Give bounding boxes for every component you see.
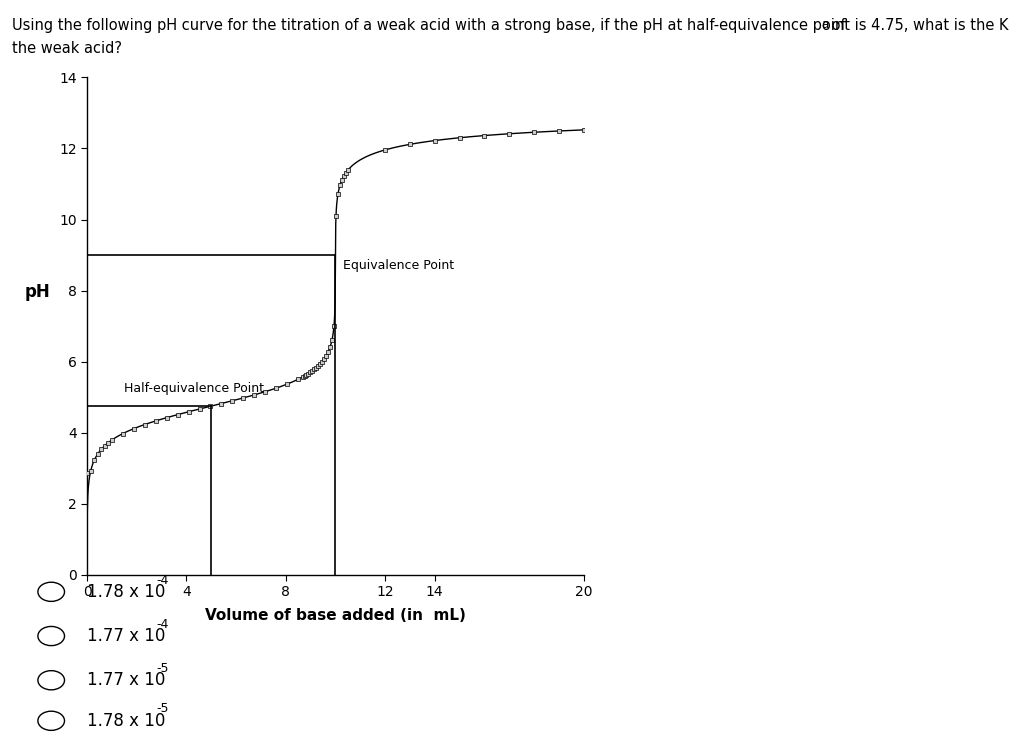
Text: 1.77 x 10: 1.77 x 10 [87, 671, 166, 689]
Text: the weak acid?: the weak acid? [12, 41, 122, 55]
Text: -4: -4 [157, 618, 169, 631]
Y-axis label: pH: pH [25, 283, 50, 301]
Text: -4: -4 [157, 573, 169, 587]
Text: Equivalence Point: Equivalence Point [343, 259, 454, 272]
Text: 1.78 x 10: 1.78 x 10 [87, 583, 166, 601]
Text: -5: -5 [157, 702, 169, 716]
Text: 1.78 x 10: 1.78 x 10 [87, 712, 166, 730]
Text: Using the following pH curve for the titration of a weak acid with a strong base: Using the following pH curve for the tit… [12, 18, 1009, 33]
Text: a: a [821, 18, 828, 32]
X-axis label: Volume of base added (in  mL): Volume of base added (in mL) [205, 607, 466, 623]
Text: 1.77 x 10: 1.77 x 10 [87, 627, 166, 645]
Text: Half-equivalence Point: Half-equivalence Point [124, 383, 264, 396]
Text: -5: -5 [157, 662, 169, 675]
Text: of: of [827, 18, 846, 33]
